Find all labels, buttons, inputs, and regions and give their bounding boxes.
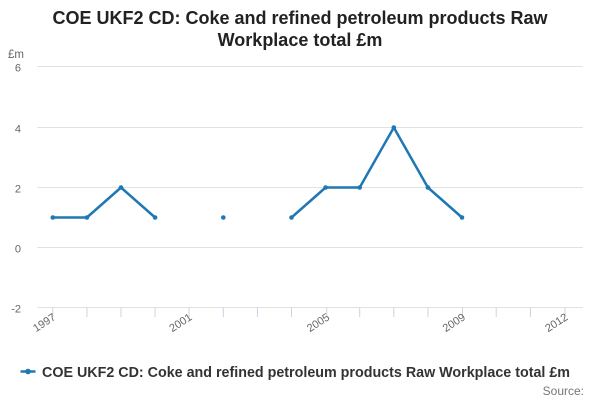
svg-text:1997: 1997: [31, 311, 58, 334]
svg-text:-2: -2: [11, 304, 21, 316]
svg-text:2: 2: [15, 184, 21, 196]
svg-text:4: 4: [15, 124, 21, 136]
svg-text:£m: £m: [8, 49, 24, 61]
svg-text:2012: 2012: [543, 311, 570, 334]
svg-text:6: 6: [15, 63, 21, 75]
svg-text:2001: 2001: [167, 311, 194, 334]
svg-text:2005: 2005: [305, 311, 332, 334]
svg-text:0: 0: [15, 244, 21, 256]
svg-text:2009: 2009: [441, 311, 468, 334]
